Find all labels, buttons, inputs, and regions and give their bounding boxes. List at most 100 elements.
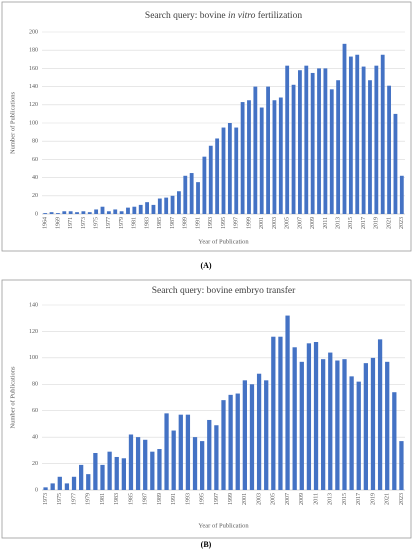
bar: [349, 376, 354, 490]
bar: [57, 476, 62, 490]
bar: [271, 336, 276, 490]
bar: [100, 464, 105, 490]
panel-frame: [1, 1, 412, 252]
bar: [235, 393, 240, 490]
x-tick-label: 1964: [43, 217, 49, 229]
y-tick-label: 140: [29, 84, 38, 90]
bar: [323, 68, 328, 215]
bar: [128, 434, 134, 490]
bar: [196, 182, 200, 214]
bar: [157, 198, 162, 214]
bar: [132, 206, 137, 214]
x-tick-label: 1991: [171, 493, 177, 505]
x-tick-label: 2019: [374, 217, 380, 229]
bar: [151, 204, 156, 214]
x-tick-label: 1973: [81, 217, 87, 229]
bar: [317, 68, 321, 215]
bar: [393, 113, 398, 214]
x-tick-label: 2005: [285, 217, 291, 229]
bar: [106, 211, 111, 214]
bar: [348, 56, 353, 214]
bar: [56, 213, 60, 214]
bar: [356, 381, 361, 490]
bar: [249, 384, 255, 490]
bar: [189, 173, 194, 214]
x-tick-label: 1993: [185, 493, 191, 505]
bar: [208, 145, 213, 214]
bar: [87, 212, 92, 214]
bar: [221, 127, 226, 214]
panel-label: (B): [201, 540, 212, 549]
bar: [126, 207, 130, 214]
bar: [228, 394, 233, 490]
x-tick-label: 1999: [228, 493, 234, 505]
x-tick-label: 1997: [234, 217, 240, 229]
bar: [368, 80, 372, 214]
x-tick-label: 1981: [100, 493, 106, 505]
x-tick-label: 2011: [323, 217, 329, 229]
x-tick-label: 2023: [399, 493, 405, 505]
x-axis-label: Year of Publication: [198, 238, 249, 245]
x-tick-label: 1975: [94, 217, 100, 229]
bar: [240, 102, 245, 214]
x-tick-label: 2007: [297, 217, 303, 229]
panel-frame: [1, 279, 412, 539]
x-tick-label: 2021: [386, 217, 392, 229]
bar: [200, 441, 205, 490]
bar: [113, 209, 118, 214]
bar: [291, 84, 296, 214]
bar: [49, 212, 54, 214]
bar: [138, 204, 143, 214]
x-tick-label: 1991: [195, 217, 201, 229]
bar: [264, 380, 269, 490]
y-axis-label: Number of Publications: [9, 91, 16, 154]
y-tick-label: 160: [29, 66, 38, 72]
bar: [361, 66, 366, 214]
x-tick-label: 2013: [336, 217, 342, 229]
bar: [164, 197, 169, 214]
x-tick-label: 1999: [246, 217, 252, 229]
bar: [93, 453, 98, 490]
bar: [387, 85, 391, 214]
x-tick-label: 2013: [328, 493, 334, 505]
bar: [79, 464, 84, 490]
bar: [278, 97, 283, 214]
chart-title: Search query: bovine embryo transfer: [152, 285, 296, 296]
y-tick-label: 140: [29, 302, 38, 308]
x-axis-label: Year of Publication: [198, 522, 249, 529]
y-tick-label: 100: [29, 355, 38, 361]
bar: [321, 359, 326, 490]
x-tick-label: 1995: [200, 493, 206, 505]
x-tick-label: 1989: [157, 493, 163, 505]
x-tick-label: 1979: [119, 217, 125, 229]
bar: [329, 89, 334, 214]
bar: [299, 361, 304, 490]
x-tick-label: 2005: [271, 493, 277, 505]
bar: [177, 191, 181, 214]
bar: [64, 483, 70, 490]
bar: [150, 451, 155, 490]
x-tick-label: 2003: [272, 217, 278, 229]
y-axis-label: Number of Publications: [9, 366, 16, 429]
x-tick-label: 2015: [348, 217, 354, 229]
bar: [253, 86, 258, 214]
x-tick-label: 1977: [106, 217, 112, 229]
x-tick-label: 2001: [242, 493, 248, 505]
bar: [298, 70, 302, 214]
x-tick-label: 2011: [313, 493, 319, 505]
y-tick-label: 40: [32, 435, 38, 441]
y-tick-label: 0: [35, 211, 38, 217]
x-tick-label: 2015: [342, 493, 348, 505]
bar: [342, 43, 347, 214]
bar: [342, 359, 347, 490]
bar: [310, 72, 315, 214]
x-tick-label: 1969: [55, 217, 61, 229]
bar: [399, 441, 404, 490]
bar: [81, 211, 86, 214]
y-tick-label: 120: [29, 102, 38, 108]
x-tick-label: 1981: [132, 217, 138, 229]
bar: [214, 425, 219, 490]
bar: [242, 380, 247, 490]
x-tick-label: 2007: [285, 493, 291, 505]
